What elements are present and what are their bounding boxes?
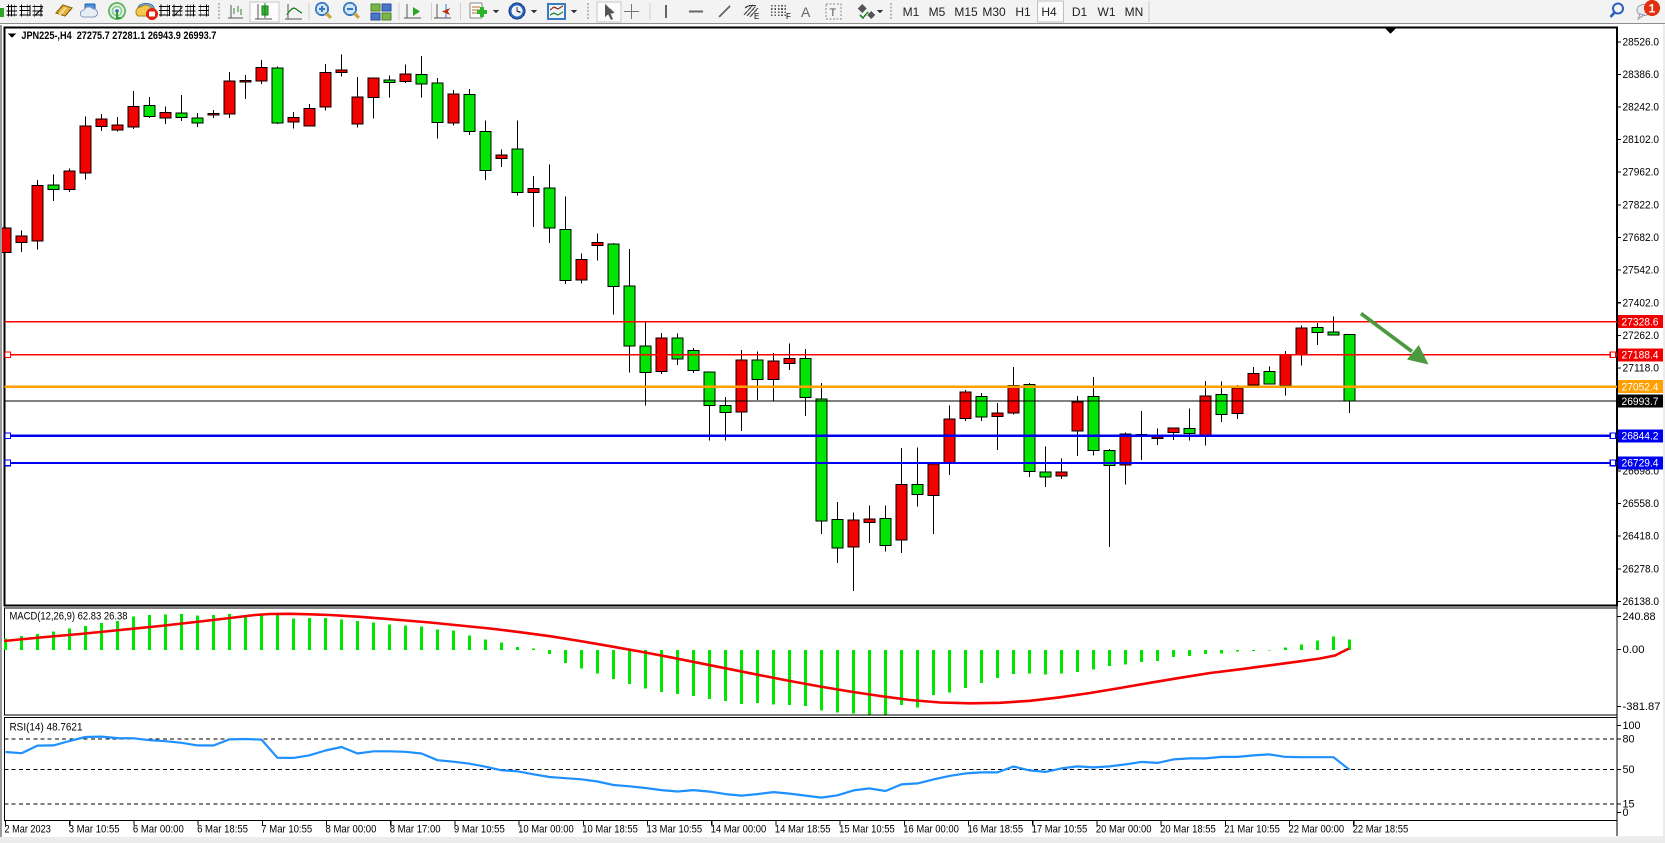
- svg-text:26993.7: 26993.7: [1622, 396, 1659, 408]
- svg-text:80: 80: [1623, 734, 1635, 746]
- svg-text:14 Mar 00:00: 14 Mar 00:00: [711, 824, 767, 836]
- svg-text:10 Mar 00:00: 10 Mar 00:00: [518, 824, 574, 836]
- svg-text:M1: M1: [903, 5, 920, 19]
- svg-text:A: A: [801, 4, 811, 20]
- svg-text:0.00: 0.00: [1623, 644, 1645, 656]
- svg-text:27402.0: 27402.0: [1623, 297, 1660, 309]
- svg-text:16 Mar 18:55: 16 Mar 18:55: [968, 824, 1024, 836]
- svg-text:6 Mar 00:00: 6 Mar 00:00: [133, 824, 184, 836]
- svg-text:W1: W1: [1098, 5, 1116, 19]
- svg-text:28386.0: 28386.0: [1623, 69, 1660, 81]
- svg-text:16 Mar 00:00: 16 Mar 00:00: [903, 824, 959, 836]
- svg-text:M15: M15: [954, 5, 978, 19]
- svg-text:26418.0: 26418.0: [1623, 531, 1660, 543]
- svg-text:27962.0: 27962.0: [1623, 167, 1660, 179]
- svg-text:26844.2: 26844.2: [1622, 431, 1659, 443]
- svg-text:28242.0: 28242.0: [1623, 102, 1660, 114]
- svg-text:8 Mar 17:00: 8 Mar 17:00: [390, 824, 441, 836]
- svg-text:27052.4: 27052.4: [1622, 382, 1659, 394]
- svg-text:10 Mar 18:55: 10 Mar 18:55: [582, 824, 638, 836]
- svg-text:MN: MN: [1125, 5, 1144, 19]
- svg-text:M5: M5: [929, 5, 946, 19]
- svg-text:27682.0: 27682.0: [1623, 232, 1660, 244]
- svg-text:3 Mar 10:55: 3 Mar 10:55: [69, 824, 120, 836]
- svg-text:240.88: 240.88: [1623, 611, 1656, 623]
- svg-text:100: 100: [1623, 720, 1641, 732]
- svg-text:28526.0: 28526.0: [1623, 37, 1660, 49]
- svg-text:27262.0: 27262.0: [1623, 330, 1660, 342]
- svg-text:22 Mar 00:00: 22 Mar 00:00: [1289, 824, 1345, 836]
- svg-text:27822.0: 27822.0: [1623, 199, 1660, 211]
- svg-text:27328.6: 27328.6: [1622, 317, 1659, 329]
- svg-text:15 Mar 10:55: 15 Mar 10:55: [839, 824, 895, 836]
- svg-text:28102.0: 28102.0: [1623, 134, 1660, 146]
- svg-text:13 Mar 10:55: 13 Mar 10:55: [647, 824, 703, 836]
- svg-text:M30: M30: [982, 5, 1006, 19]
- svg-text:H4: H4: [1041, 5, 1057, 19]
- svg-text:0: 0: [1623, 807, 1629, 819]
- svg-text:27542.0: 27542.0: [1623, 265, 1660, 277]
- svg-text:6 Mar 18:55: 6 Mar 18:55: [197, 824, 248, 836]
- svg-text:-381.87: -381.87: [1623, 701, 1661, 713]
- svg-text:1: 1: [1649, 2, 1656, 16]
- svg-text:20 Mar 00:00: 20 Mar 00:00: [1096, 824, 1152, 836]
- svg-text:9 Mar 10:55: 9 Mar 10:55: [454, 824, 505, 836]
- svg-text:27118.0: 27118.0: [1623, 363, 1660, 375]
- svg-text:22 Mar 18:55: 22 Mar 18:55: [1353, 824, 1409, 836]
- svg-text:D1: D1: [1072, 5, 1088, 19]
- svg-text:F: F: [786, 12, 791, 21]
- svg-text:26138.0: 26138.0: [1623, 596, 1660, 608]
- svg-text:JPN225-,H4 27275.7 27281.1 26: JPN225-,H4 27275.7 27281.1 26943.9 26993…: [21, 30, 216, 42]
- svg-text:8 Mar 00:00: 8 Mar 00:00: [326, 824, 377, 836]
- svg-text:2 Mar 2023: 2 Mar 2023: [5, 824, 51, 836]
- svg-text:26558.0: 26558.0: [1623, 498, 1660, 510]
- svg-text:26729.4: 26729.4: [1622, 458, 1659, 470]
- svg-text:27188.4: 27188.4: [1622, 350, 1659, 362]
- svg-text:15: 15: [1623, 799, 1635, 811]
- svg-text:MACD(12,26,9) 62.83 26.38: MACD(12,26,9) 62.83 26.38: [10, 611, 128, 623]
- svg-text:21 Mar 10:55: 21 Mar 10:55: [1224, 824, 1280, 836]
- svg-text:H1: H1: [1015, 5, 1031, 19]
- svg-text:E: E: [754, 12, 759, 21]
- svg-text:RSI(14) 48.7621: RSI(14) 48.7621: [10, 722, 83, 734]
- svg-text:50: 50: [1623, 764, 1635, 776]
- svg-text:26278.0: 26278.0: [1623, 563, 1660, 575]
- svg-text:20 Mar 18:55: 20 Mar 18:55: [1160, 824, 1216, 836]
- svg-text:T: T: [830, 7, 837, 19]
- svg-text:7 Mar 10:55: 7 Mar 10:55: [261, 824, 312, 836]
- svg-text:17 Mar 10:55: 17 Mar 10:55: [1032, 824, 1088, 836]
- svg-text:14 Mar 18:55: 14 Mar 18:55: [775, 824, 831, 836]
